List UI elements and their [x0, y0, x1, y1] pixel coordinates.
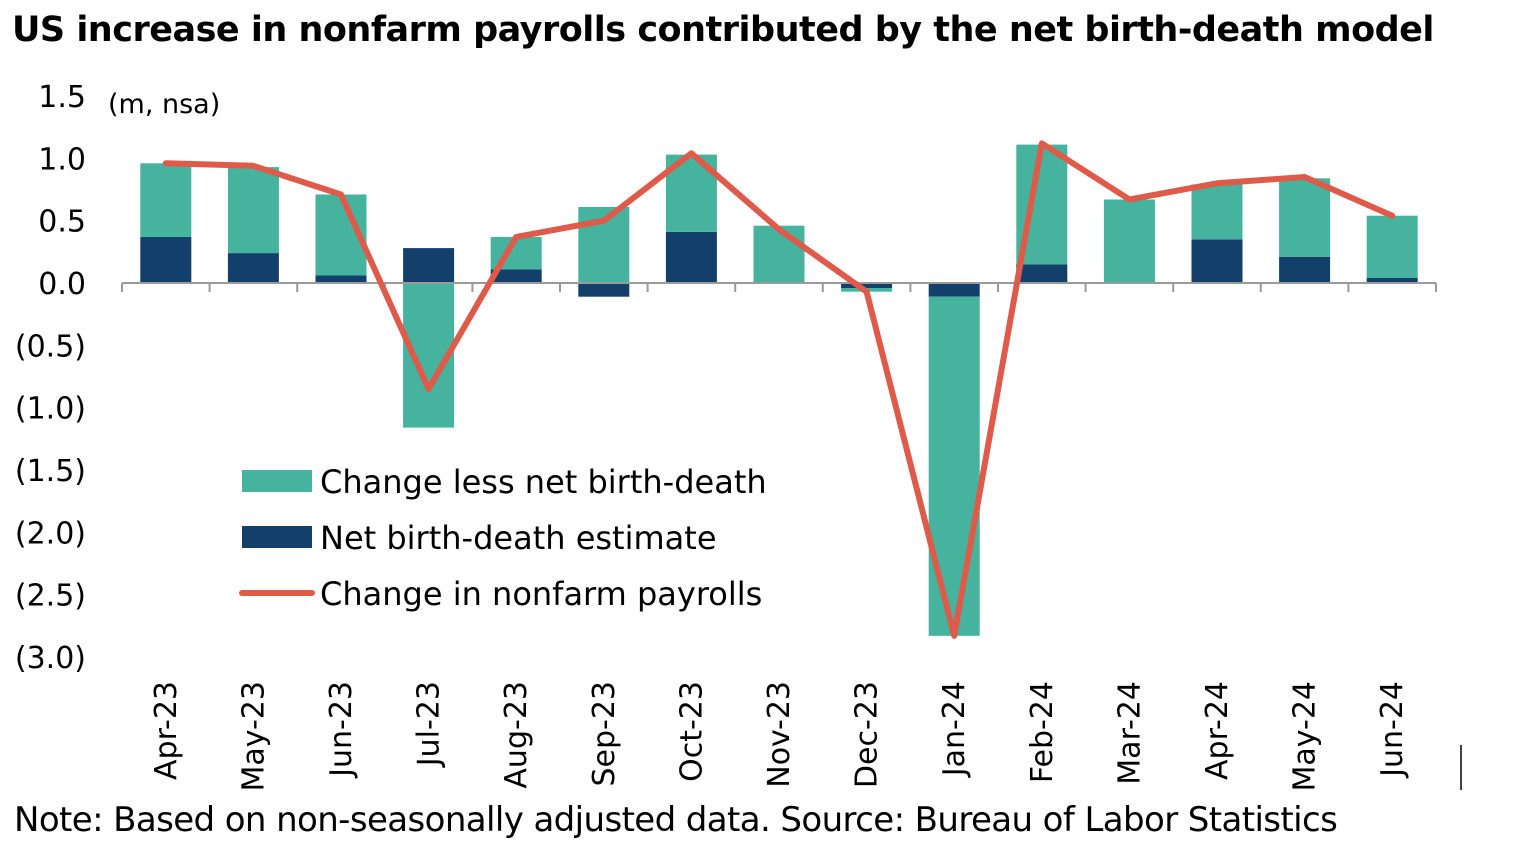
- chart-note: Note: Based on non-seasonally adjusted d…: [14, 800, 1338, 840]
- legend: Change less net birth-death Net birth-de…: [239, 463, 767, 613]
- bar-net-birth-death-dec-23: [841, 283, 893, 288]
- unit-label: (m, nsa): [108, 89, 220, 120]
- bar-net-birth-death-may-23: [227, 253, 279, 283]
- y-tick-label: (3.0): [15, 641, 86, 676]
- bar-net-birth-death-sep-23: [578, 283, 630, 297]
- y-tick-label: (2.5): [15, 579, 86, 614]
- bars-layer: [140, 144, 1418, 636]
- bar-change-less-birth-death-may-23: [227, 167, 279, 254]
- x-tick-label: Nov-23: [762, 681, 797, 788]
- legend-swatch-net-birth-death: [242, 526, 312, 548]
- series-line-nonfarm-payrolls: [162, 140, 1396, 639]
- bar-change-less-birth-death-jan-24: [928, 296, 980, 636]
- y-axis-tick-labels: 1.5 1.0 0.5 0.0 (0.5) (1.0) (1.5) (2.0) (2.5) (3.…: [15, 80, 86, 676]
- legend-label-nonfarm-payrolls: Change in nonfarm payrolls: [320, 575, 762, 613]
- bar-net-birth-death-apr-23: [140, 236, 192, 283]
- legend-label-change-less-birth-death: Change less net birth-death: [320, 463, 767, 501]
- y-tick-label: (1.5): [15, 454, 86, 489]
- bar-net-birth-death-aug-23: [490, 269, 542, 283]
- y-tick-label: (2.0): [15, 516, 86, 551]
- bar-change-less-birth-death-nov-23: [753, 225, 805, 283]
- x-tick-label: Jun-23: [324, 681, 359, 779]
- x-tick-label: Mar-24: [1112, 681, 1147, 785]
- bar-net-birth-death-jun-24: [1366, 278, 1418, 283]
- line-layer: [162, 140, 1396, 639]
- bar-net-birth-death-jan-24: [928, 283, 980, 297]
- x-tick-label: Feb-24: [1025, 681, 1060, 783]
- y-tick-label: 1.0: [38, 142, 86, 177]
- x-tick-label: May-23: [236, 681, 271, 792]
- bar-net-birth-death-jul-23: [403, 248, 455, 283]
- x-tick-label: May-24: [1288, 681, 1323, 792]
- y-tick-label: (1.0): [15, 392, 86, 427]
- y-tick-label: 0.0: [38, 267, 86, 302]
- x-tick-label: Sep-23: [587, 681, 622, 787]
- x-tick-label: Jul-23: [412, 681, 447, 768]
- x-tick-label: Jan-24: [937, 681, 972, 778]
- x-tick-label: Aug-23: [499, 681, 534, 789]
- bar-net-birth-death-may-24: [1279, 256, 1331, 283]
- x-tick-label: Apr-24: [1200, 681, 1235, 780]
- x-tick-label: Apr-23: [149, 681, 184, 780]
- bar-change-less-birth-death-apr-23: [140, 163, 192, 237]
- x-tick-label: Oct-23: [674, 681, 709, 782]
- x-tick-label: Jun-24: [1375, 681, 1410, 779]
- legend-swatch-change-less-birth-death: [242, 470, 312, 492]
- bar-change-less-birth-death-apr-24: [1191, 184, 1243, 240]
- chart-title: US increase in nonfarm payrolls contribu…: [12, 10, 1434, 50]
- bar-net-birth-death-apr-24: [1191, 239, 1243, 283]
- x-axis-tick-labels: Apr-23 May-23 Jun-23 Jul-23 Aug-23 Sep-23 Oct-…: [149, 681, 1410, 792]
- bar-net-birth-death-jun-23: [315, 275, 367, 283]
- y-tick-label: 0.5: [38, 205, 86, 240]
- y-tick-label: (0.5): [15, 329, 86, 364]
- bar-change-less-birth-death-jun-24: [1366, 215, 1418, 278]
- bar-net-birth-death-feb-24: [1016, 264, 1068, 283]
- bar-change-less-birth-death-may-24: [1279, 178, 1331, 257]
- bar-net-birth-death-oct-23: [665, 231, 717, 283]
- bar-change-less-birth-death-mar-24: [1103, 199, 1155, 283]
- y-tick-label: 1.5: [38, 80, 86, 115]
- axis-layer: [121, 282, 1437, 292]
- legend-label-net-birth-death: Net birth-death estimate: [320, 519, 717, 557]
- x-tick-label: Dec-23: [850, 681, 885, 788]
